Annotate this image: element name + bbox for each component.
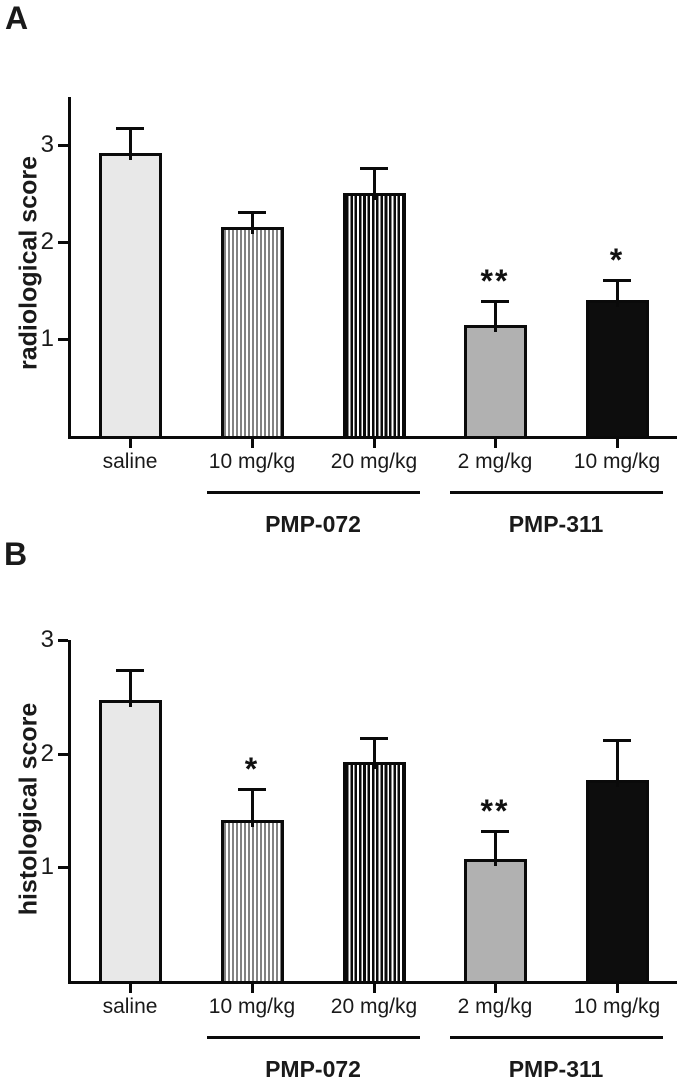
x-label-2-mg-kg: 2 mg/kg xyxy=(457,995,533,1018)
y-tick-2 xyxy=(58,752,68,756)
x-label-2-mg-kg: 2 mg/kg xyxy=(457,450,533,473)
y-tick-label-1: 1 xyxy=(40,853,54,881)
x-tick-0 xyxy=(128,439,132,448)
group-label-pmp-311: PMP-311 xyxy=(508,1056,604,1082)
group-underline-pmp-311 xyxy=(449,1036,663,1039)
significance-asterisk: * xyxy=(244,750,260,787)
panel-a-letter: A xyxy=(5,0,29,36)
significance-asterisk: ** xyxy=(480,792,510,829)
y-tick-label-2: 2 xyxy=(40,739,54,767)
error-bar-line xyxy=(615,738,619,787)
x-tick-2 xyxy=(372,439,376,448)
x-tick-4 xyxy=(615,439,619,448)
x-label-20-mg-kg: 20 mg/kg xyxy=(330,450,418,473)
x-label-10-mg-kg: 10 mg/kg xyxy=(208,995,296,1018)
error-bar-cap xyxy=(481,300,509,304)
error-bar-line xyxy=(493,829,497,867)
x-tick-4 xyxy=(615,984,619,993)
x-label-10-mg-kg: 10 mg/kg xyxy=(208,450,296,473)
x-tick-2 xyxy=(372,984,376,993)
bar-0-4 xyxy=(585,300,649,439)
group-underline-pmp-072 xyxy=(206,1036,420,1039)
panel-b-letter: B xyxy=(4,536,28,572)
bar-1-1 xyxy=(220,819,284,984)
x-label-20-mg-kg: 20 mg/kg xyxy=(330,995,418,1018)
error-bar-cap xyxy=(360,736,388,740)
error-bar-line xyxy=(372,736,376,769)
x-tick-3 xyxy=(493,984,497,993)
error-bar-line xyxy=(372,166,376,200)
significance-asterisk: ** xyxy=(480,263,510,300)
bar-0-0 xyxy=(98,153,162,439)
x-label-saline: saline xyxy=(102,995,158,1018)
y-tick-label-3: 3 xyxy=(40,625,54,653)
error-bar-cap xyxy=(116,127,144,131)
x-label-10-mg-kg: 10 mg/kg xyxy=(573,995,661,1018)
bar-1-2 xyxy=(342,761,406,984)
y-tick-3 xyxy=(58,638,68,642)
error-bar-cap xyxy=(481,829,509,833)
error-bar-line xyxy=(250,787,254,827)
error-bar-line xyxy=(493,300,497,332)
error-bar-cap xyxy=(116,669,144,673)
y-tick-1 xyxy=(58,866,68,870)
error-bar-cap xyxy=(360,166,388,170)
bar-0-3 xyxy=(463,324,527,439)
group-label-pmp-311: PMP-311 xyxy=(508,511,604,537)
bar-1-0 xyxy=(98,700,162,984)
significance-asterisk: * xyxy=(609,242,625,279)
x-tick-1 xyxy=(250,984,254,993)
bar-1-4 xyxy=(585,779,649,984)
error-bar-cap xyxy=(238,211,266,215)
group-underline-pmp-072 xyxy=(206,491,420,494)
y-tick-label-1: 1 xyxy=(40,325,54,353)
y-tick-1 xyxy=(58,338,68,342)
error-bar-line xyxy=(128,669,132,708)
group-label-pmp-072: PMP-072 xyxy=(265,1056,361,1082)
x-tick-3 xyxy=(493,439,497,448)
error-bar-cap xyxy=(603,738,631,742)
error-bar-line xyxy=(250,211,254,234)
y-tick-3 xyxy=(58,144,68,148)
bar-0-2 xyxy=(342,192,406,439)
error-bar-cap xyxy=(603,279,631,283)
error-bar-line xyxy=(128,127,132,161)
bar-1-3 xyxy=(463,859,527,984)
y-axis xyxy=(68,640,71,984)
error-bar-line xyxy=(615,279,619,308)
y-axis xyxy=(68,97,71,439)
y-tick-label-3: 3 xyxy=(40,131,54,159)
plot-area-a: 1 2 3 saline 10 mg/kg 20 mg/kg 2 mg/kg ** 10 mg/… xyxy=(0,0,679,537)
group-underline-pmp-311 xyxy=(449,491,663,494)
y-tick-2 xyxy=(58,241,68,245)
panel-b: B histological score 1 2 3 saline 10 mg/kg * 2… xyxy=(0,536,679,1083)
group-label-pmp-072: PMP-072 xyxy=(265,511,361,537)
panel-a: A radiological score 1 2 3 saline 10 mg/kg 20… xyxy=(0,0,679,537)
plot-area-b: 1 2 3 saline 10 mg/kg * 20 mg/kg 2 mg/kg ** 10 mg… xyxy=(0,536,679,1083)
y-tick-label-2: 2 xyxy=(40,228,54,256)
bar-0-1 xyxy=(220,226,284,439)
x-tick-1 xyxy=(250,439,254,448)
x-label-10-mg-kg: 10 mg/kg xyxy=(573,450,661,473)
x-tick-0 xyxy=(128,984,132,993)
x-label-saline: saline xyxy=(102,450,158,473)
error-bar-cap xyxy=(238,787,266,791)
